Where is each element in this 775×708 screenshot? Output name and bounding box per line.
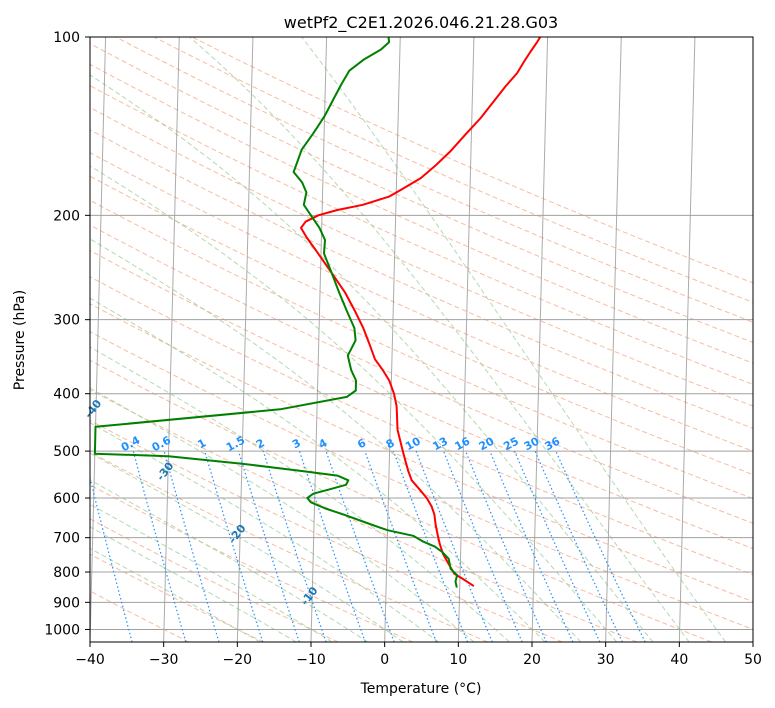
mixing-ratio-line — [489, 450, 574, 642]
y-tick-label: 300 — [53, 313, 80, 329]
plot-frame — [89, 36, 754, 643]
moist-adiabat — [301, 37, 726, 642]
dry-adiabat — [90, 175, 753, 476]
y-tick-label: 600 — [53, 491, 80, 507]
dewpoint-profile — [93, 37, 459, 588]
moist-adiabat — [90, 422, 439, 642]
dry-adiabat — [90, 389, 638, 642]
mixing-ratio-line — [465, 450, 547, 642]
mixing-ratio-line — [442, 450, 523, 642]
moist-adiabat — [90, 452, 404, 642]
x-tick-label: 30 — [597, 652, 615, 668]
mixing-ratio-label: 30 — [522, 434, 542, 453]
dry-adiabat — [90, 330, 753, 630]
isotherm-line — [236, 37, 254, 642]
dry-adiabat — [90, 129, 753, 429]
moist-adiabat — [189, 37, 690, 642]
x-tick-label: −40 — [75, 652, 105, 668]
mixing-ratio-line — [237, 450, 300, 642]
mixing-ratio-label: 20 — [477, 434, 497, 453]
y-axis-label: Pressure (hPa) — [12, 290, 28, 390]
x-tick-label: 10 — [449, 652, 467, 668]
moist-adiabat — [90, 387, 475, 642]
dry-adiabat — [90, 451, 488, 642]
moist-adiabat — [90, 165, 618, 642]
x-tick-label: −20 — [223, 652, 253, 668]
chart-title: wetPf2_C2E1.2026.046.21.28.G03 — [284, 13, 558, 33]
isotherm-line — [605, 37, 622, 642]
dry-adiabat — [90, 590, 190, 642]
isotherm-line — [678, 37, 696, 642]
mixing-ratio-line — [262, 450, 327, 642]
y-tick-label: 200 — [53, 208, 80, 224]
mixing-ratio-label: 13 — [430, 435, 450, 454]
y-tick-label: 1000 — [44, 622, 80, 638]
dry-adiabat — [90, 359, 712, 642]
y-tick-label: 900 — [53, 595, 80, 611]
temperature-profile — [300, 37, 542, 587]
isotherm-line — [457, 37, 475, 642]
x-tick-label: 40 — [670, 652, 688, 668]
mixing-ratio-line — [415, 450, 493, 642]
isotherm-line — [163, 37, 180, 642]
moist-adiabat — [90, 503, 333, 642]
dry-adiabat — [90, 419, 563, 642]
mixing-ratio-label: 16 — [453, 434, 473, 453]
isotherm-line — [310, 37, 328, 642]
mixing-ratio-line — [90, 475, 133, 642]
dry-adiabat — [90, 106, 753, 407]
mixing-ratio-line — [163, 450, 220, 642]
y-tick-label: 400 — [53, 387, 80, 403]
y-tick-label: 800 — [53, 565, 80, 581]
mixing-ratio-line — [325, 450, 395, 642]
mixing-ratio-line — [132, 450, 187, 642]
y-tick-label: 100 — [53, 30, 80, 46]
dry-adiabat — [90, 63, 753, 364]
moist-adiabat — [90, 479, 368, 642]
plot-area — [90, 37, 753, 642]
mixing-ratio-line — [204, 450, 264, 642]
mixing-ratio-label: 36 — [543, 434, 563, 453]
axes: −40 −30 −20 −10 0 10 20 30 40 50 1000 900 800 700 600 5… — [44, 30, 762, 668]
mixing-ratio-line — [392, 450, 469, 642]
x-tick-label: 50 — [744, 652, 762, 668]
x-tick-label: −30 — [149, 652, 179, 668]
dry-adiabat — [90, 303, 753, 603]
isotherm-line — [384, 37, 401, 642]
moist-adiabat — [90, 297, 546, 642]
isotherm-line — [531, 37, 549, 642]
dry-adiabat — [90, 250, 753, 550]
dry-adiabat — [90, 85, 753, 385]
mixing-ratio-line — [364, 450, 437, 642]
y-tick-label: 500 — [53, 444, 80, 460]
dry-adiabat — [90, 224, 753, 524]
x-tick-label: −10 — [296, 652, 326, 668]
x-tick-label: 0 — [380, 652, 389, 668]
moist-adiabat — [90, 238, 582, 642]
moist-adiabat — [90, 74, 654, 642]
x-tick-label: 20 — [523, 652, 541, 668]
mixing-ratio-label: 10 — [403, 434, 423, 453]
data-series — [93, 37, 542, 588]
x-axis-label: Temperature (°C) — [360, 681, 482, 697]
y-tick-label: 700 — [53, 531, 80, 547]
dry-adiabat — [90, 152, 753, 452]
isotherm-line — [90, 37, 107, 642]
dry-adiabat — [90, 276, 753, 576]
mixing-ratio-label: 25 — [501, 435, 521, 454]
